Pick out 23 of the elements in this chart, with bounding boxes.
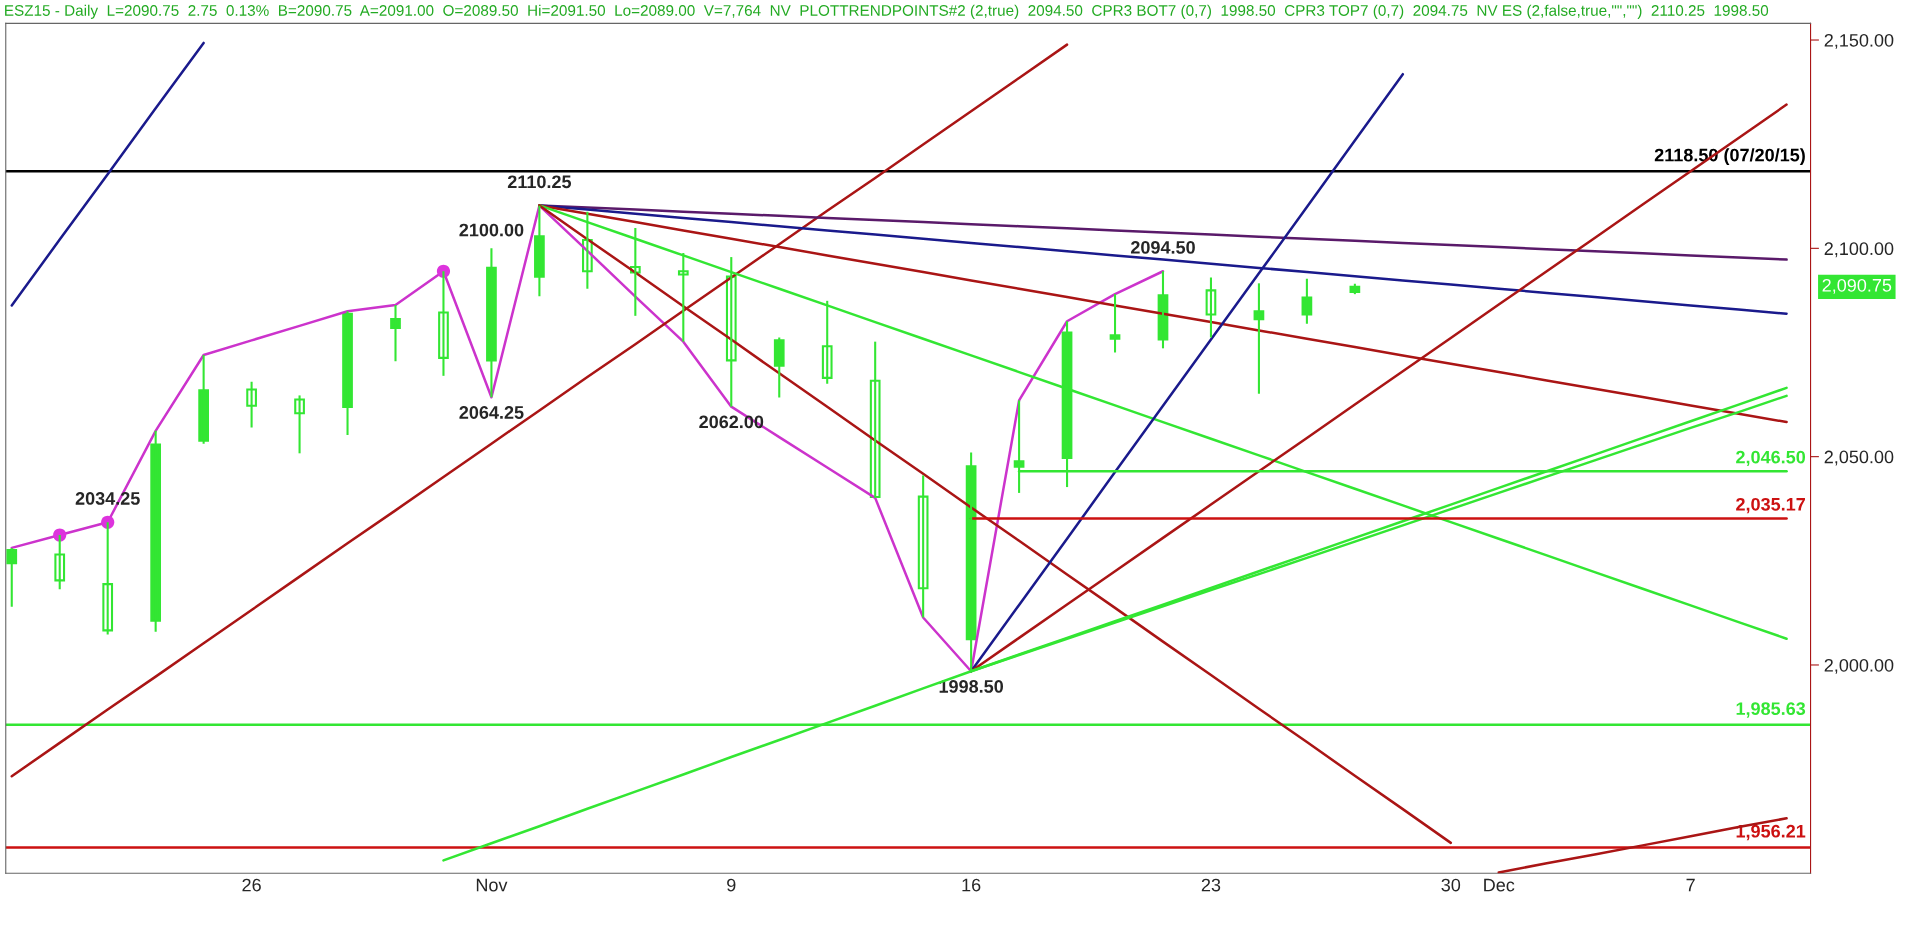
data-label: 2094.50 bbox=[1130, 241, 1195, 254]
x-tick-label: 7 bbox=[1686, 878, 1695, 892]
x-tick-label: 30 bbox=[1441, 878, 1461, 892]
annotation: 2100.00 bbox=[459, 223, 524, 237]
ref-line-label: 1,956.21 bbox=[1736, 824, 1806, 841]
chart-title: ESZ15 - Daily L=2090.75 2.75 0.13% B=2090.75 A=2091.00 O=2089.50 Hi=2091.50 Lo=2089.00 V=7,764 NV PLOTTRENDPOINTS#2 (2,true) 2094.50 CPR3 BOT7 (0,7) 1998.50 CPR3 TOP7 (0,7) 2094.75 NV ES (2,false,true,"","") 2110.25 1998.50 bbox=[5, 4, 1769, 19]
data-label: 2064.25 bbox=[459, 406, 524, 419]
data-label: 2110.25 bbox=[507, 175, 572, 189]
x-tick-label: 9 bbox=[727, 878, 736, 892]
x-tick-label: Nov bbox=[476, 878, 508, 892]
y-tick-label: 2,150.00 bbox=[1824, 33, 1894, 49]
data-label: 1998.50 bbox=[939, 680, 1004, 693]
y-tick-label: 2,100.00 bbox=[1824, 242, 1894, 258]
x-tick-label: 26 bbox=[242, 878, 261, 892]
x-tick-label: 23 bbox=[1201, 878, 1221, 892]
text: 2,090.75 bbox=[1822, 278, 1892, 294]
y-tick-label: 2,050.00 bbox=[1824, 450, 1894, 466]
y-tick-label: 2,000.00 bbox=[1824, 658, 1894, 674]
series-label: 2,035.17 bbox=[1736, 497, 1805, 514]
x-tick-label: 16 bbox=[962, 878, 981, 892]
x-tick-label: Dec bbox=[1484, 878, 1515, 892]
ref-line-label: 1,985.63 bbox=[1736, 702, 1806, 718]
series-label: 2,046.50 bbox=[1736, 450, 1806, 467]
